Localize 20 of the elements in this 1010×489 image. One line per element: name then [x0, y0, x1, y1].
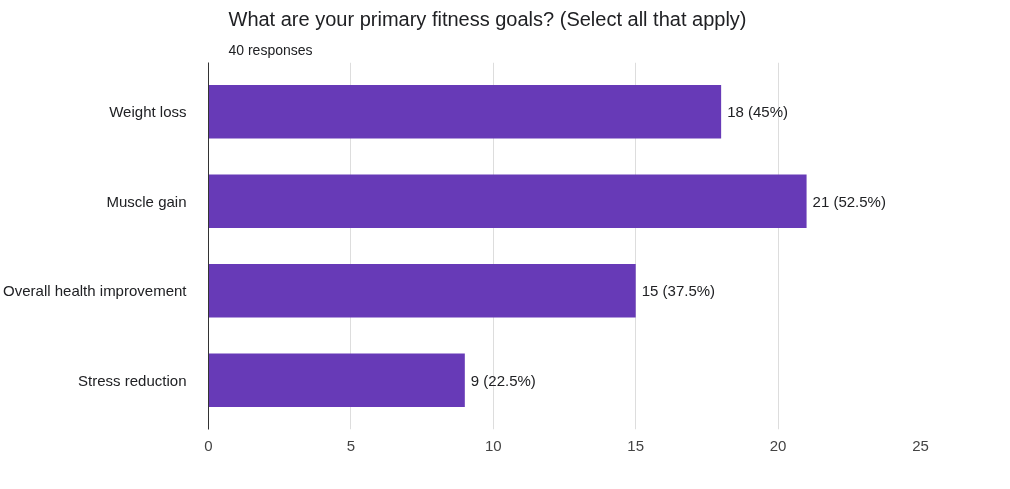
- x-tick-label: 15: [627, 436, 645, 454]
- bar: [208, 174, 807, 229]
- data-label: 9 (22.5%): [470, 371, 536, 389]
- y-tick-label: Muscle gain: [106, 192, 187, 210]
- x-tick-label: 10: [484, 436, 502, 454]
- data-label: 18 (45%): [727, 103, 789, 121]
- chart-subtitle: 40 responses: [228, 41, 313, 58]
- y-tick-label: Overall health improvement: [3, 282, 188, 300]
- x-tick-label: 20: [769, 436, 787, 454]
- y-tick-label: Weight loss: [109, 103, 187, 121]
- x-tick-label: 0: [204, 436, 213, 454]
- data-label: 21 (52.5%): [812, 192, 886, 210]
- chart-title: What are your primary fitness goals? (Select all that apply): [228, 7, 747, 30]
- bar: [208, 84, 722, 139]
- data-label: 15 (37.5%): [641, 282, 716, 300]
- x-tick-label: 5: [346, 436, 356, 454]
- bar: [208, 353, 465, 408]
- x-tick-label: 25: [912, 436, 929, 454]
- y-tick-label: Stress reduction: [78, 371, 187, 389]
- bar: [208, 263, 636, 318]
